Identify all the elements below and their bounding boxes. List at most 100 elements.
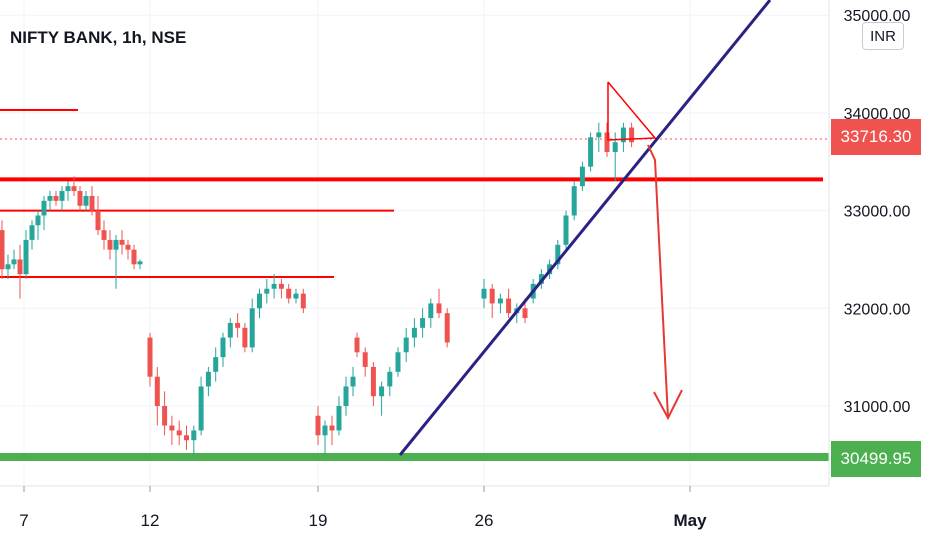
candle-body [411,327,417,338]
candle-body [184,435,189,441]
candle-body [481,288,487,299]
candle-body [604,132,610,152]
candle-body [5,264,11,270]
chart-title: NIFTY BANK, 1h, NSE [10,28,187,47]
candle-body [242,327,248,348]
candle-body [322,425,328,436]
arrow-head [653,389,683,421]
candle-body [71,186,77,192]
candle-body [89,195,95,211]
candle-body [29,225,35,240]
candle-body [336,406,342,431]
candle-body [191,430,197,441]
candle-body [629,127,635,143]
candle-body [95,210,101,231]
candle-body [147,337,153,377]
candle-body [362,352,368,367]
candle-body [162,406,168,426]
candle-body [205,371,211,387]
candle-body [350,376,356,387]
candle-body [125,244,131,250]
candle-body [107,239,113,250]
candle-body [522,308,528,319]
time-axis: 7 12 19 26 May [19,486,707,530]
candle-body [41,200,47,216]
currency-button[interactable]: INR [862,22,904,50]
candle-body [227,322,233,338]
candle-body [497,298,503,304]
candle-body [278,283,284,289]
support-price-label: 30499.95 [831,441,921,477]
time-tick-label: 7 [19,511,28,530]
candle-body [379,386,385,397]
candle-body [169,425,175,431]
price-axis: 35000.00 34000.00 33000.00 32000.00 31000.00 [844,8,911,416]
candle-body [620,127,626,143]
candle-body [370,366,376,397]
candle-body [329,425,335,431]
time-tick-label: 26 [475,511,494,530]
price-tick-label: 32000.00 [844,301,911,318]
candle-body [235,322,241,328]
last-price-value: 33716.30 [840,127,912,146]
last-price-label: 33716.30 [831,119,921,155]
price-tick-label: 35000.00 [844,8,911,25]
candle-body [0,230,5,270]
candle-body [506,298,512,314]
candle-body [555,244,561,265]
price-tick-label: 34000.00 [844,106,911,123]
candle-body [420,318,426,328]
candlestick-series [0,122,635,455]
candle-body [428,303,434,319]
candle-body [588,137,594,167]
candle-body [403,337,409,353]
candle-body [387,371,393,387]
candle-body [271,283,277,289]
candle-body [436,303,442,314]
candle-body [17,259,23,275]
candle-body [293,293,299,299]
candle-body [83,195,89,206]
candle-body [489,288,495,304]
candle-body [23,239,29,275]
downward-projection-arrow [647,144,669,419]
candle-body [53,195,59,201]
candle-body [395,352,401,372]
candle-body [257,293,262,309]
candle-body [101,230,107,240]
candle-body [137,261,143,265]
candle-body [119,239,125,245]
candle-body [300,293,306,309]
candle-body [11,259,17,265]
trendline-drawings [398,0,772,456]
candle-body [343,386,349,406]
candle-body [47,195,53,201]
candle-body [249,308,255,348]
candle-body [35,215,41,226]
candle-body [563,215,569,245]
candle-body [113,239,119,250]
candle-body [596,132,602,138]
support-price-value: 30499.95 [840,449,912,468]
candle-body [579,166,585,187]
candle-body [59,191,65,201]
candle-body [131,249,137,265]
candle-body [571,186,577,216]
pennant-triangle [607,81,657,141]
price-tick-label: 31000.00 [844,399,911,416]
candle-body [286,288,292,299]
candle-body [176,430,182,436]
candle-body [315,415,321,436]
candle-body [65,186,71,192]
candle-body [264,288,270,294]
candle-body [198,386,204,431]
candle-body [77,191,83,206]
candle-body [213,357,219,372]
time-tick-label: 19 [309,511,328,530]
candle-body [154,376,160,406]
candle-body [354,337,360,353]
time-tick-label: 12 [141,511,160,530]
horizontal-levels [0,109,829,461]
candle-body [220,337,226,358]
